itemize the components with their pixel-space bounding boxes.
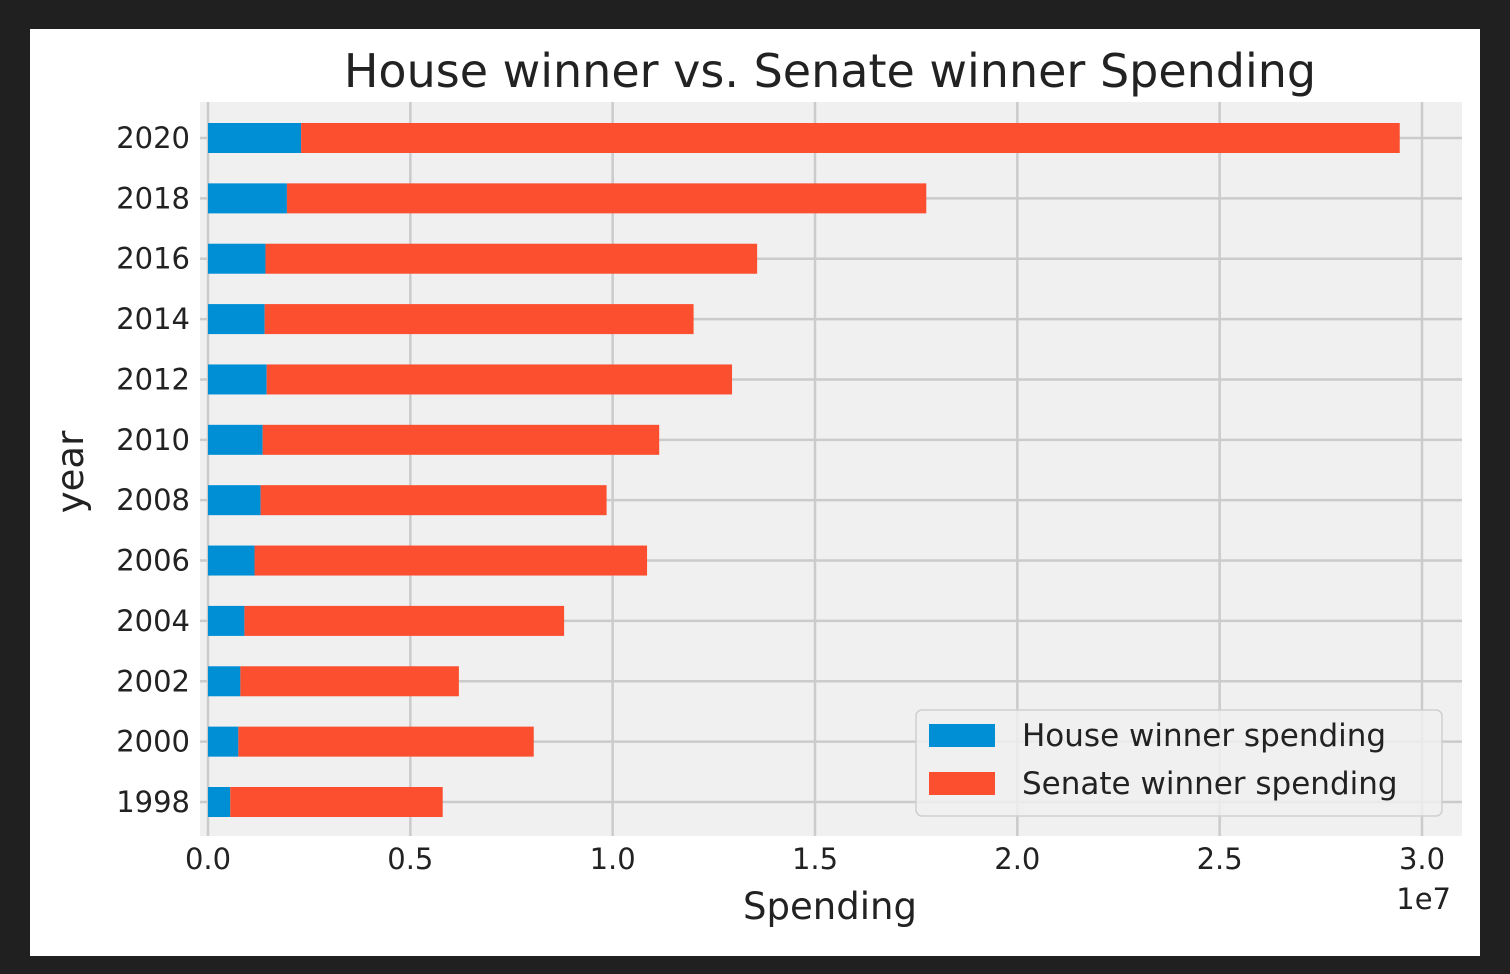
x-tick-label: 1.0: [590, 842, 636, 876]
y-tick-label: 2000: [116, 725, 190, 759]
y-tick-label: 2002: [116, 664, 190, 698]
x-offset-label: 1e7: [1396, 882, 1451, 916]
bar-group: [208, 123, 1400, 817]
y-tick-labels: 1998 2000 2002 2004 2006 2008 2010 2012 2014 2016…: [116, 121, 190, 819]
x-tick-label: 2.0: [994, 842, 1040, 876]
bar-house-2020: [208, 123, 302, 153]
legend-label-house: House winner spending: [1022, 718, 1386, 754]
y-tick-label: 1998: [116, 785, 190, 819]
bar-house-2006: [208, 545, 255, 576]
bar-senate-2014: [264, 304, 694, 335]
chart-figure: 1998 2000 2002 2004 2006 2008 2010 2012 2014 2016…: [30, 29, 1480, 956]
x-tick-label: 3.0: [1399, 842, 1445, 876]
y-tick-label: 2020: [116, 121, 190, 155]
legend-swatch-senate: [929, 772, 995, 795]
x-tick-labels: 0.0 0.5 1.0 1.5 2.0 2.5 3.0: [185, 842, 1445, 876]
bar-house-2008: [208, 485, 261, 516]
bar-house-2014: [208, 304, 265, 335]
bar-senate-2004: [244, 605, 565, 636]
bar-senate-2016: [265, 243, 758, 274]
y-axis-label: year: [49, 430, 92, 513]
bar-house-2004: [208, 605, 245, 636]
bar-house-2018: [208, 183, 287, 214]
x-tick-label: 1.5: [792, 842, 838, 876]
bar-house-2000: [208, 726, 239, 757]
y-tick-label: 2016: [116, 242, 190, 276]
y-tick-label: 2006: [116, 544, 190, 578]
bar-senate-1998: [230, 787, 443, 817]
legend-label-senate: Senate winner spending: [1022, 766, 1398, 802]
y-tick-label: 2014: [116, 302, 190, 336]
bar-senate-2018: [286, 183, 927, 214]
y-tick-label: 2018: [116, 181, 190, 215]
bar-house-1998: [208, 787, 231, 817]
legend: House winner spending Senate winner spen…: [915, 709, 1443, 817]
x-tick-label: 0.5: [387, 842, 433, 876]
bar-senate-2000: [238, 726, 534, 757]
bar-house-2012: [208, 364, 267, 395]
y-tick-label: 2008: [116, 483, 190, 517]
bar-house-2016: [208, 243, 266, 274]
bar-senate-2012: [266, 364, 733, 395]
bar-senate-2010: [262, 424, 660, 455]
legend-box: [915, 709, 1443, 817]
legend-swatch-house: [929, 724, 995, 747]
bar-senate-2002: [240, 666, 459, 697]
bar-senate-2020: [301, 123, 1400, 153]
chart-title: House winner vs. Senate winner Spending: [344, 44, 1316, 98]
bar-senate-2008: [260, 485, 607, 516]
bar-chart: 1998 2000 2002 2004 2006 2008 2010 2012 2014 2016…: [49, 44, 1462, 928]
bar-senate-2006: [254, 545, 648, 576]
y-tick-label: 2010: [116, 423, 190, 457]
bar-house-2002: [208, 666, 241, 697]
x-tick-label: 2.5: [1197, 842, 1243, 876]
x-tick-label: 0.0: [185, 842, 231, 876]
y-tick-label: 2004: [116, 604, 190, 638]
bar-house-2010: [208, 424, 263, 455]
y-tick-label: 2012: [116, 362, 190, 396]
x-axis-label: Spending: [743, 885, 917, 928]
